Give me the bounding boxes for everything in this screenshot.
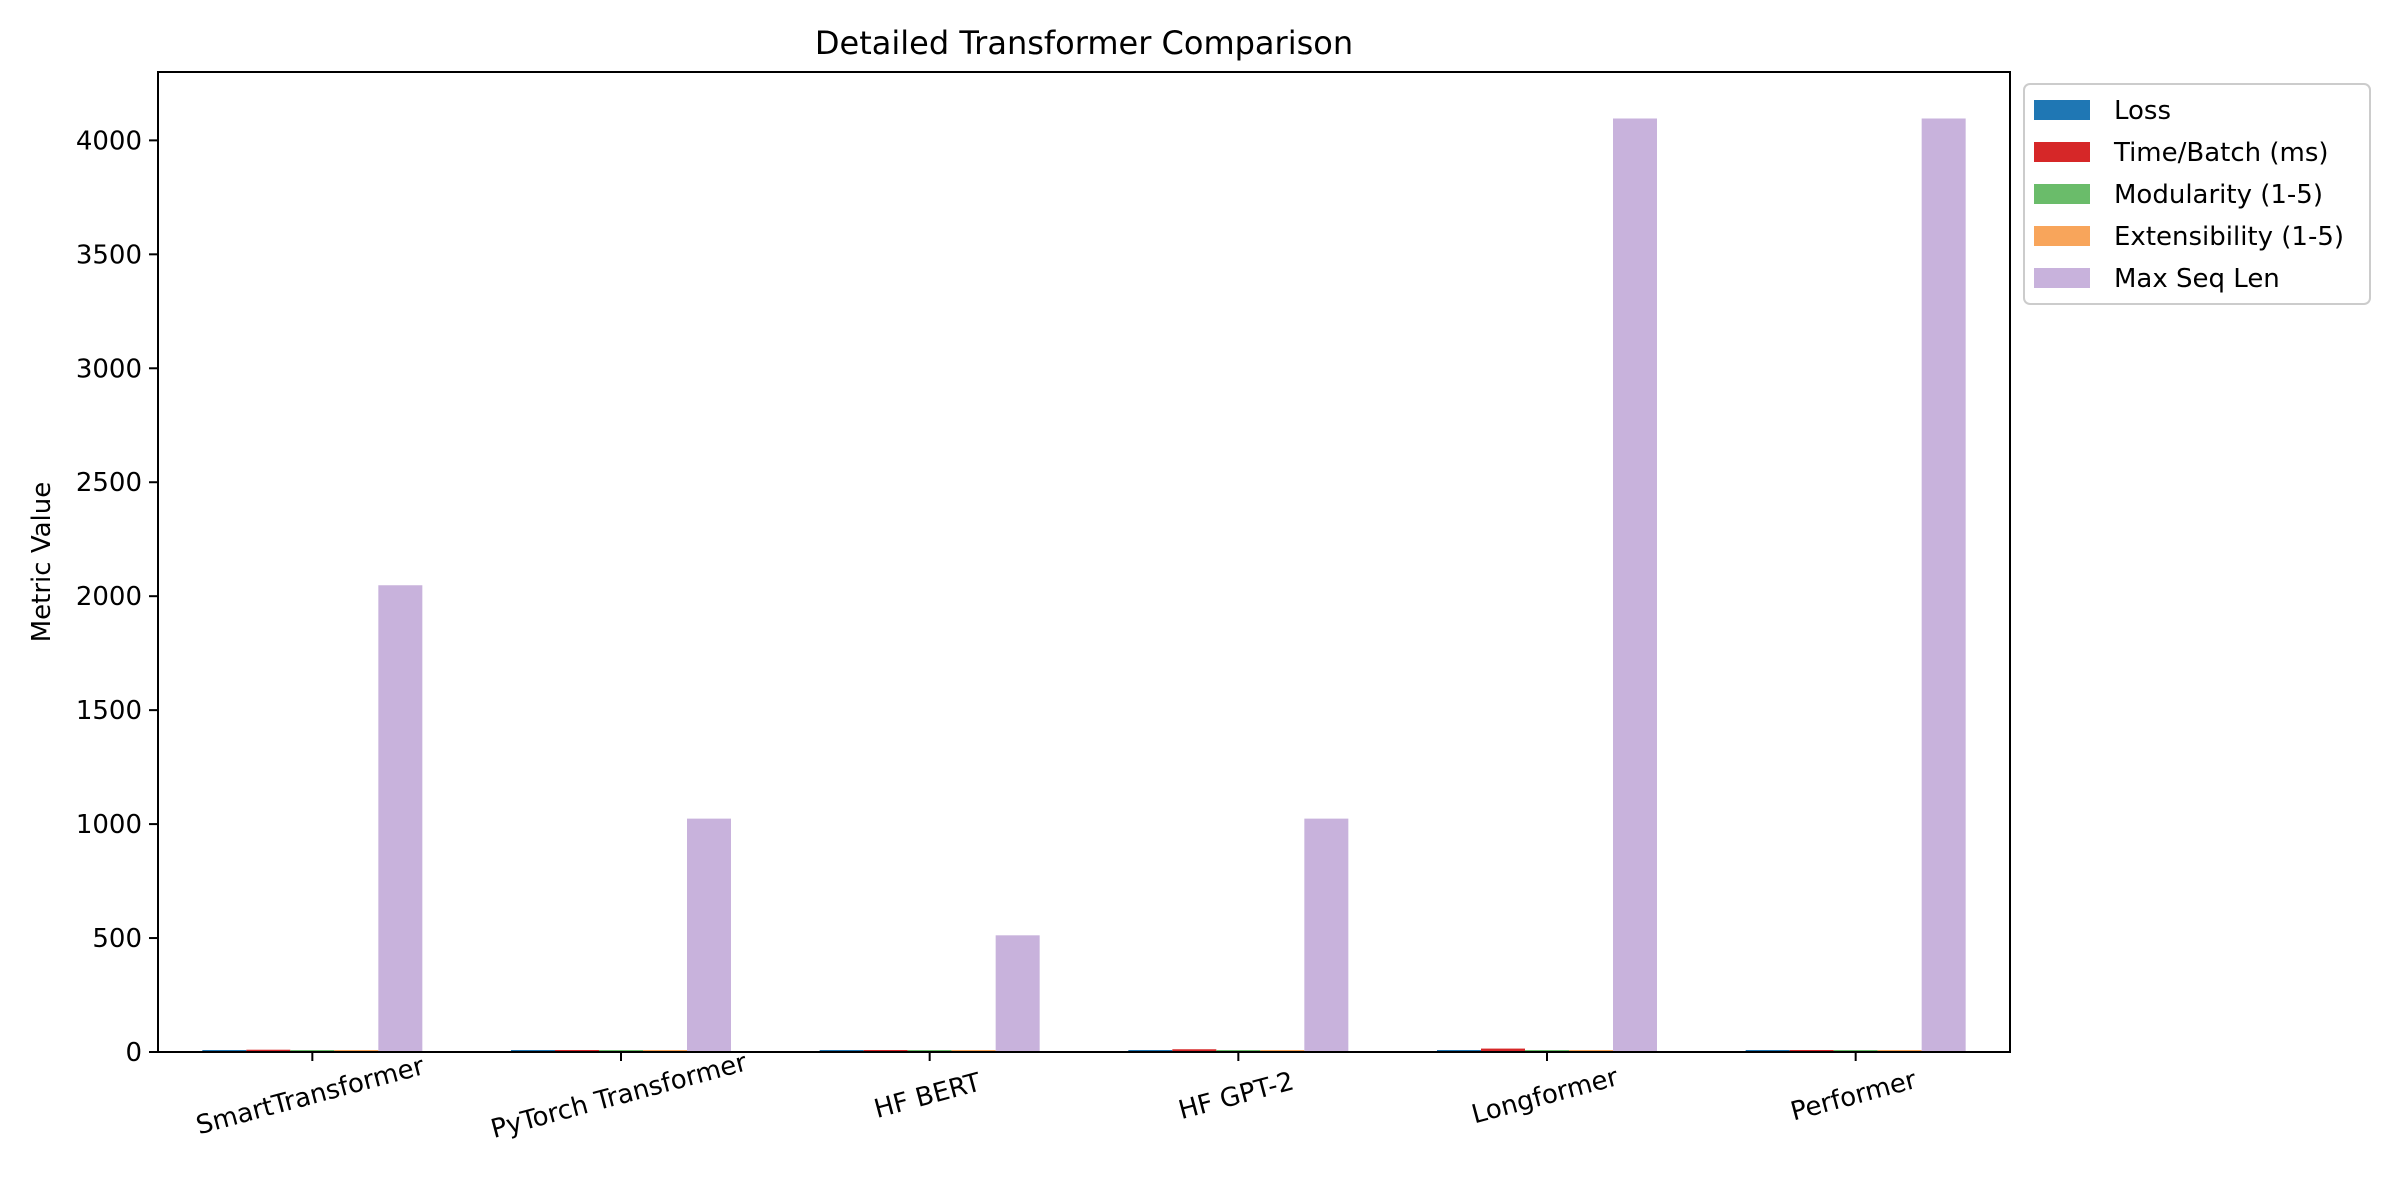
y-tick-label: 3500 [76,240,142,270]
y-axis-label: Metric Value [27,482,57,643]
bar-max-seq-len-performer [1921,118,1966,1052]
legend-swatch [2034,226,2090,246]
bar-max-seq-len-hf-gpt-2 [1304,818,1349,1052]
bar-max-seq-len-longformer [1613,118,1657,1052]
y-tick-label: 500 [92,924,142,954]
y-tick-label: 1000 [76,810,142,840]
legend-swatch [2034,100,2090,120]
legend: Loss Time/Batch (ms) Modularity (1-5) Exten… [2023,83,2371,305]
x-tick-label: SmartTransformer [193,1051,428,1141]
x-tick-label: Performer [1788,1065,1920,1127]
legend-label: Time/Batch (ms) [2113,138,2329,168]
plot-frame [157,71,2011,1053]
legend-label: Loss [2114,96,2171,126]
bar-time-batch-ms-longformer [1481,1048,1525,1052]
legend-swatch [2034,184,2090,204]
x-tick-label: Longformer [1468,1062,1621,1130]
y-tick-label: 0 [125,1038,142,1068]
legend-swatch [2034,268,2090,288]
legend-box [2023,83,2371,305]
x-axis-ticks: SmartTransformer PyTorch Transformer HF BE… [193,1048,1920,1145]
y-tick-label: 1500 [76,696,142,726]
y-tick-label: 4000 [76,126,142,156]
bars-group [202,118,1966,1052]
legend-label: Modularity (1-5) [2114,180,2323,210]
x-tick-label: PyTorch Transformer [488,1048,751,1145]
legend-label: Extensibility (1-5) [2114,222,2344,252]
y-tick-label: 2500 [76,468,142,498]
bar-max-seq-len-hf-bert [995,935,1040,1052]
x-tick-label: HF BERT [871,1068,984,1125]
legend-label: Max Seq Len [2114,264,2280,294]
y-tick-label: 2000 [76,582,142,612]
bar-max-seq-len-smarttransformer [378,585,423,1052]
x-tick-label: HF GPT-2 [1175,1067,1297,1127]
legend-swatch [2034,142,2090,162]
bar-time-batch-ms-smarttransformer [246,1049,291,1052]
bar-time-batch-ms-hf-gpt-2 [1172,1049,1217,1052]
y-axis-ticks: 0 500 1000 1500 2000 2500 3000 3500 4000 [76,126,158,1068]
y-tick-label: 3000 [76,354,142,384]
chart-title: Detailed Transformer Comparison [815,24,1353,62]
bar-max-seq-len-pytorch-transformer [687,818,731,1052]
